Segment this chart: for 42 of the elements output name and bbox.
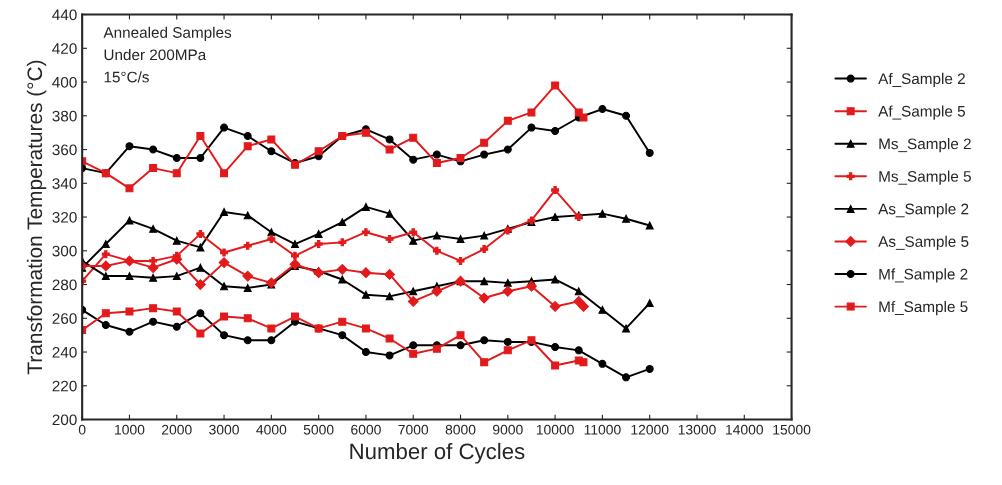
legend-label: Mf_Sample 5 bbox=[879, 300, 968, 316]
x-tick-label: 9000 bbox=[493, 424, 523, 435]
legend-label: As_Sample 5 bbox=[878, 235, 969, 250]
x-tick-label: 2000 bbox=[162, 424, 192, 435]
annotation: Annealed Samples bbox=[103, 26, 232, 41]
y-tick-label: 400 bbox=[52, 76, 77, 88]
y-tick-label: 380 bbox=[52, 110, 77, 122]
y-tick-label: 420 bbox=[52, 43, 77, 54]
legend-label: As_Sample 2 bbox=[878, 203, 969, 218]
x-tick-label: 8000 bbox=[445, 424, 476, 435]
annotation: Under 200MPa bbox=[104, 48, 207, 61]
y-tick-label: 220 bbox=[52, 380, 77, 392]
x-tick-label: 13000 bbox=[678, 424, 716, 435]
x-tick-label: 1000 bbox=[115, 424, 145, 435]
x-tick-label: 15000 bbox=[773, 424, 811, 435]
annotation: 15°C/s bbox=[104, 71, 149, 83]
y-tick-label: 340 bbox=[52, 178, 77, 189]
x-tick-label: 10000 bbox=[536, 424, 574, 435]
x-axis-title: Number of Cycles bbox=[350, 442, 525, 464]
x-tick-label: 5000 bbox=[303, 424, 334, 435]
legend-label: Mf_Sample 2 bbox=[879, 268, 968, 283]
legend-label: Af_Sample 2 bbox=[878, 72, 965, 88]
y-tick-label: 360 bbox=[52, 144, 77, 156]
y-tick-label: 200 bbox=[52, 414, 77, 426]
y-tick-label: 300 bbox=[52, 245, 77, 257]
y-tick-label: 440 bbox=[52, 9, 77, 21]
x-tick-label: 6000 bbox=[351, 424, 381, 435]
x-tick-label: 11000 bbox=[584, 424, 621, 435]
x-tick-label: 7000 bbox=[398, 424, 429, 435]
legend-label: Af_Sample 5 bbox=[878, 105, 965, 120]
x-tick-label: 4000 bbox=[256, 424, 287, 435]
y-tick-label: 240 bbox=[52, 346, 77, 358]
y-tick-label: 280 bbox=[52, 279, 77, 291]
y-tick-label: 320 bbox=[52, 211, 77, 223]
y-tick-label: 260 bbox=[52, 313, 77, 324]
legend-label: Ms_Sample 2 bbox=[879, 138, 971, 153]
x-tick-label: 3000 bbox=[209, 424, 239, 435]
x-tick-label: 14000 bbox=[726, 424, 764, 435]
x-tick-label: 0 bbox=[78, 424, 86, 435]
y-axis-title: Transformation Temperatures (°C) bbox=[26, 60, 47, 375]
legend-label: Ms_Sample 5 bbox=[879, 170, 971, 185]
x-tick-label: 12000 bbox=[631, 424, 669, 435]
